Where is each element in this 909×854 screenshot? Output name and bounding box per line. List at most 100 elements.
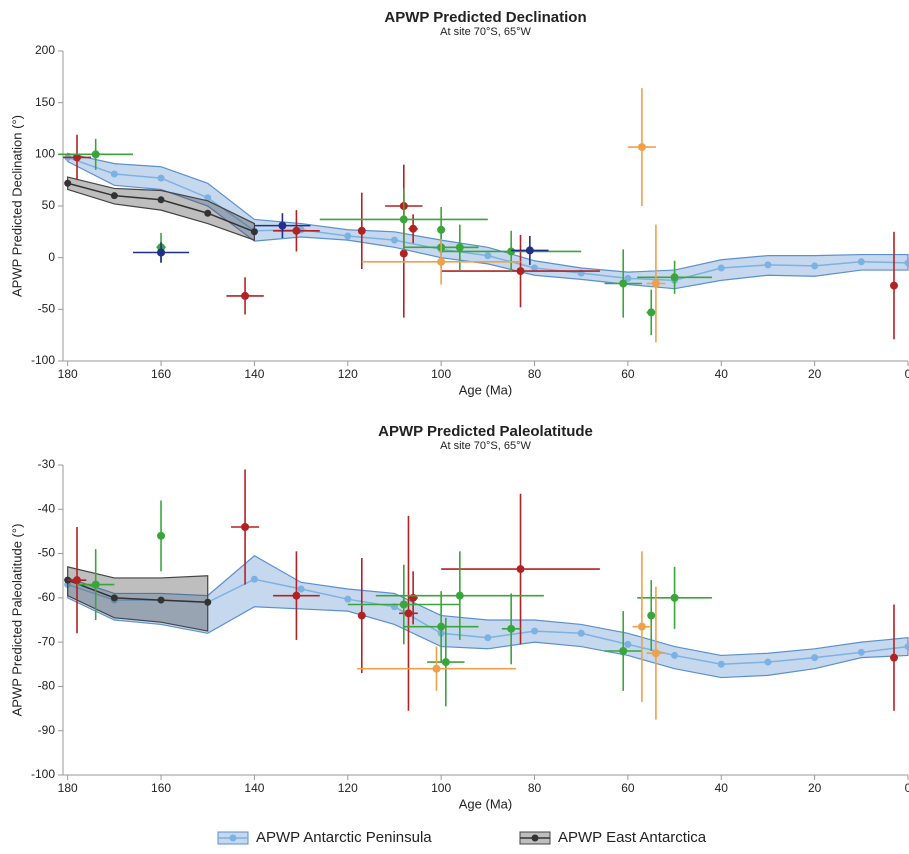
data-point: [517, 565, 525, 573]
legend-marker: [230, 835, 237, 842]
chart-subtitle: At site 70°S, 65°W: [440, 26, 531, 38]
apwp-point: [531, 628, 538, 635]
apwp-point: [204, 210, 211, 217]
y-tick-label: -90: [38, 723, 56, 737]
y-tick-label: -60: [38, 590, 56, 604]
data-point: [652, 649, 660, 657]
apwp-point: [811, 262, 818, 269]
data-point: [671, 594, 679, 602]
x-tick-label: 0: [905, 367, 909, 381]
data-point: [619, 647, 627, 655]
data-point: [890, 282, 898, 290]
data-point: [92, 581, 100, 589]
data-point: [358, 227, 366, 235]
data-point: [456, 592, 464, 600]
data-point: [400, 250, 408, 258]
apwp-point: [111, 192, 118, 199]
legend-marker: [532, 835, 539, 842]
apwp-point: [64, 180, 71, 187]
data-point: [292, 227, 300, 235]
chart-title: APWP Predicted Paleolatitude: [378, 423, 593, 440]
apwp-point: [298, 586, 305, 593]
apwp-point: [718, 265, 725, 272]
y-tick-label: 0: [48, 250, 55, 264]
data-point: [638, 143, 646, 151]
data-point: [241, 523, 249, 531]
data-point: [358, 612, 366, 620]
apwp-point: [764, 659, 771, 666]
x-tick-label: 180: [58, 781, 78, 795]
y-tick-label: -100: [31, 353, 55, 367]
x-axis-title: Age (Ma): [459, 382, 512, 397]
apwp-point: [204, 599, 211, 606]
apwp-point: [158, 175, 165, 182]
x-tick-label: 40: [715, 367, 729, 381]
apwp-point: [251, 576, 258, 583]
x-tick-label: 140: [244, 367, 264, 381]
data-point: [400, 601, 408, 609]
data-point: [647, 308, 655, 316]
apwp-point: [251, 228, 258, 235]
x-tick-label: 160: [151, 781, 171, 795]
apwp-point: [391, 237, 398, 244]
data-point: [647, 612, 655, 620]
y-tick-label: 200: [35, 43, 55, 57]
data-point: [157, 249, 165, 257]
apwp-point: [484, 634, 491, 641]
apwp-point: [158, 597, 165, 604]
y-tick-label: -50: [38, 302, 56, 316]
data-point: [456, 243, 464, 251]
y-tick-label: -70: [38, 634, 56, 648]
y-tick-label: -80: [38, 679, 56, 693]
apwp-point: [671, 652, 678, 659]
y-tick-label: -100: [31, 767, 55, 781]
data-point: [404, 609, 412, 617]
apwp-point: [111, 170, 118, 177]
chart-subtitle: At site 70°S, 65°W: [440, 440, 531, 452]
y-tick-label: -30: [38, 457, 56, 471]
y-axis-title: APWP Predicted Paleolatitude (°): [9, 524, 24, 717]
x-axis-title: Age (Ma): [459, 796, 512, 811]
y-tick-label: 50: [42, 198, 56, 212]
apwp-point: [811, 654, 818, 661]
apwp-point: [858, 649, 865, 656]
apwp-point: [718, 661, 725, 668]
apwp-point: [484, 252, 491, 259]
data-point: [507, 625, 515, 633]
data-point: [432, 665, 440, 673]
data-point: [292, 592, 300, 600]
data-point: [409, 225, 417, 233]
apwp-point: [764, 261, 771, 268]
data-point: [526, 246, 534, 254]
x-tick-label: 100: [431, 781, 451, 795]
data-point: [652, 280, 660, 288]
data-point: [517, 267, 525, 275]
x-tick-label: 60: [621, 781, 635, 795]
x-tick-label: 120: [338, 781, 358, 795]
apwp-point: [158, 196, 165, 203]
y-axis-title: APWP Predicted Declination (°): [9, 115, 24, 297]
y-tick-label: -40: [38, 501, 56, 515]
data-point: [400, 215, 408, 223]
data-point: [619, 280, 627, 288]
x-tick-label: 140: [244, 781, 264, 795]
x-tick-label: 60: [621, 367, 635, 381]
x-tick-label: 180: [58, 367, 78, 381]
apwp-band: [68, 153, 908, 288]
x-tick-label: 0: [905, 781, 909, 795]
apwp-point: [624, 641, 631, 648]
apwp-point: [858, 258, 865, 265]
data-point: [437, 623, 445, 631]
apwp-point: [578, 630, 585, 637]
data-point: [638, 623, 646, 631]
chart-title: APWP Predicted Declination: [384, 9, 586, 26]
x-tick-label: 80: [528, 781, 542, 795]
apwp-point: [344, 232, 351, 239]
data-point: [437, 258, 445, 266]
legend-label: APWP East Antarctica: [558, 829, 707, 846]
apwp-point: [111, 594, 118, 601]
x-tick-label: 20: [808, 781, 822, 795]
data-point: [278, 222, 286, 230]
x-tick-label: 100: [431, 367, 451, 381]
x-tick-label: 40: [715, 781, 729, 795]
